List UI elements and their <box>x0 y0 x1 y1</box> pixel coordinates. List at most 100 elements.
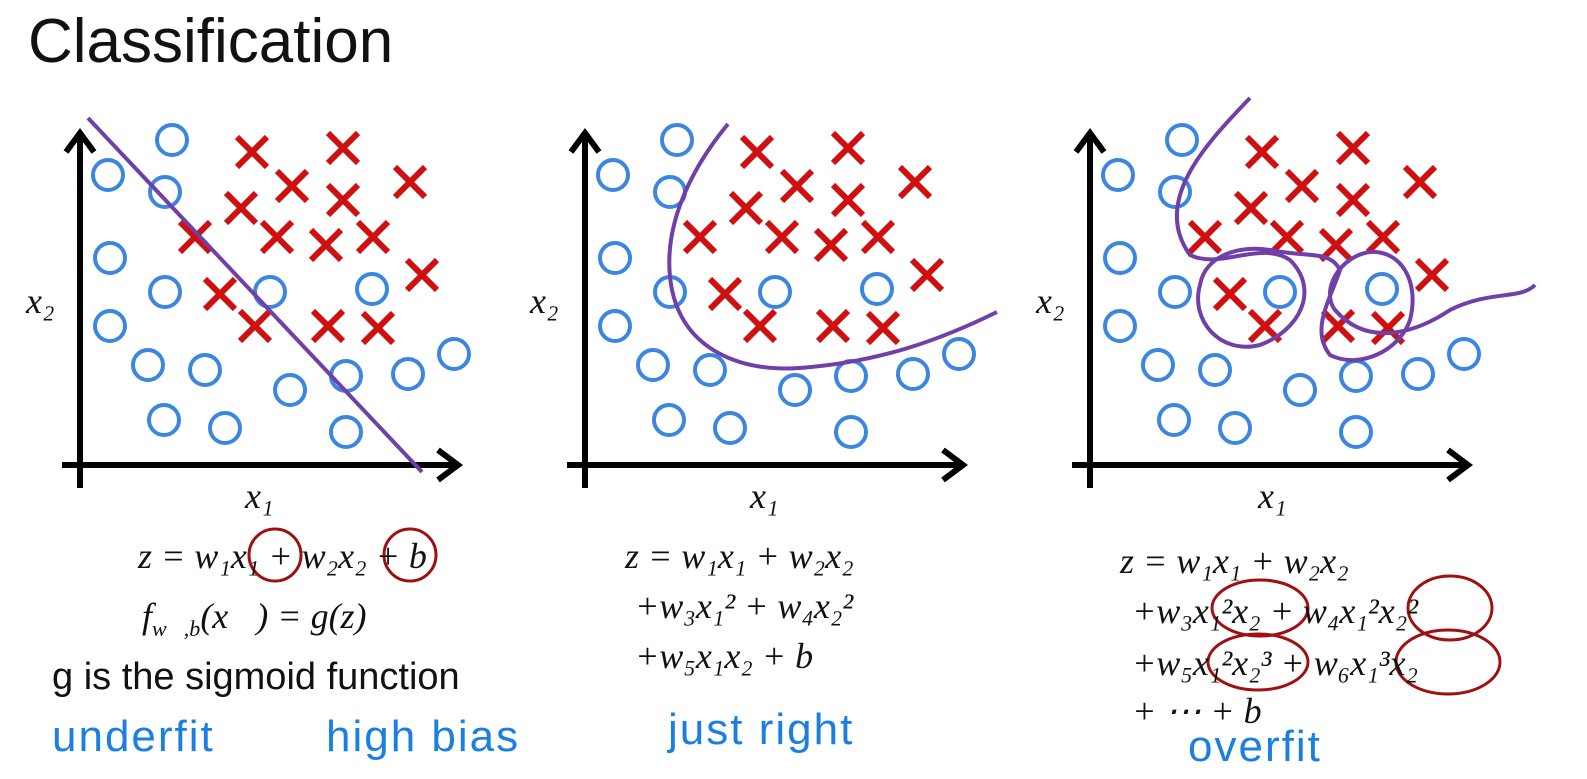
class-x-point <box>764 219 800 255</box>
x-axis <box>567 447 968 483</box>
class-x-point <box>682 219 718 255</box>
class-o-point <box>834 415 868 449</box>
class-o-point <box>1365 272 1399 306</box>
class-o-point <box>148 275 182 309</box>
class-o-point <box>1283 373 1317 407</box>
class-x-point <box>234 134 270 170</box>
class-o-point <box>93 309 127 343</box>
class-o-point <box>1157 403 1191 437</box>
title: Classification <box>28 7 394 76</box>
class-o-point <box>253 275 287 309</box>
class-x-point <box>259 219 295 255</box>
class-x-point <box>1414 257 1450 293</box>
class-x-point <box>360 310 396 346</box>
class-x-point <box>308 227 344 263</box>
class-x-point <box>325 182 361 218</box>
highlight-circle <box>382 527 438 583</box>
class-x-point <box>1365 219 1401 255</box>
class-o-point <box>1103 309 1137 343</box>
class-o-point <box>758 275 792 309</box>
y-axis-label: x₂ <box>26 281 55 321</box>
class-x-point <box>1320 308 1356 344</box>
x-axis <box>1072 447 1473 483</box>
class-x-point <box>1244 134 1280 170</box>
class-o-point <box>598 241 632 275</box>
handwritten-label: just right <box>668 705 855 754</box>
class-o-point <box>391 357 425 391</box>
class-o-point <box>208 411 242 445</box>
class-o-point <box>713 411 747 445</box>
class-o-point <box>1158 175 1192 209</box>
class-x-point <box>1212 276 1248 312</box>
class-o-point <box>1263 275 1297 309</box>
class-o-point <box>860 272 894 306</box>
decision-boundary <box>1175 96 1537 362</box>
class-x-point <box>909 257 945 293</box>
equation: +w₃x₁² + w₄x₂² <box>635 586 854 626</box>
x-axis-label: x₁ <box>750 476 779 516</box>
handwritten-label: underfit <box>52 712 215 761</box>
class-x-point <box>1269 219 1305 255</box>
class-o-point <box>273 373 307 407</box>
class-o-point <box>652 403 686 437</box>
class-x-point <box>830 130 866 166</box>
class-o-point <box>155 123 189 157</box>
class-o-point <box>660 123 694 157</box>
class-x-point <box>1318 227 1354 263</box>
class-o-point <box>1141 348 1175 382</box>
equation-part: f <box>142 596 153 636</box>
class-x-point <box>739 134 775 170</box>
class-x-point <box>728 190 764 226</box>
highlight-circle <box>1206 632 1310 692</box>
class-o-point <box>1198 353 1232 387</box>
y-axis <box>1073 127 1107 488</box>
x-axis-label: x₁ <box>245 476 274 516</box>
y-axis <box>568 127 602 488</box>
class-x-point <box>202 276 238 312</box>
class-o-point <box>834 359 868 393</box>
equation: +w₃x₁²x₂ + w₄x₁²x₂² <box>1132 591 1418 631</box>
class-o-point <box>1339 359 1373 393</box>
class-o-point <box>1165 123 1199 157</box>
class-o-point <box>355 272 389 306</box>
class-x-point <box>897 164 933 200</box>
class-x-point <box>1335 182 1371 218</box>
class-o-point <box>1101 158 1135 192</box>
y-axis <box>63 127 97 488</box>
decision-boundary <box>86 116 424 474</box>
y-axis-label: x₂ <box>530 281 559 321</box>
class-x-point <box>779 168 815 204</box>
equation: +w₅x₁x₂ + b <box>635 636 814 676</box>
class-o-point <box>148 175 182 209</box>
class-o-point <box>93 241 127 275</box>
class-x-point <box>325 130 361 166</box>
class-o-point <box>329 359 363 393</box>
class-o-point <box>437 337 471 371</box>
class-x-point <box>742 308 778 344</box>
class-x-point <box>223 190 259 226</box>
x-axis-label: x₁ <box>1258 476 1287 516</box>
equation: + ⋯ + b <box>1132 691 1262 731</box>
class-o-point <box>942 337 976 371</box>
class-o-point <box>329 415 363 449</box>
highlight-circle <box>1210 578 1310 638</box>
class-x-point <box>237 308 273 344</box>
class-x-point <box>1284 168 1320 204</box>
class-o-point <box>693 353 727 387</box>
class-x-point <box>310 308 346 344</box>
class-o-point <box>147 403 181 437</box>
class-x-point <box>1335 130 1371 166</box>
class-o-point <box>778 373 812 407</box>
equation: z = w₁x₁ + w₂x₂ <box>625 536 854 576</box>
class-x-point <box>815 308 851 344</box>
class-x-point <box>1233 190 1269 226</box>
class-x-point <box>707 276 743 312</box>
equation: z = w₁x₁ + w₂x₂ + b <box>138 536 427 576</box>
handwritten-label: overfit <box>1188 722 1322 771</box>
equation: +w₅x₁²x₂³ + w₆x₁³x₂ <box>1132 643 1418 683</box>
class-x-point <box>355 219 391 255</box>
class-x-point <box>830 182 866 218</box>
x-axis <box>62 447 463 483</box>
handwritten-label: high bias <box>326 712 521 761</box>
